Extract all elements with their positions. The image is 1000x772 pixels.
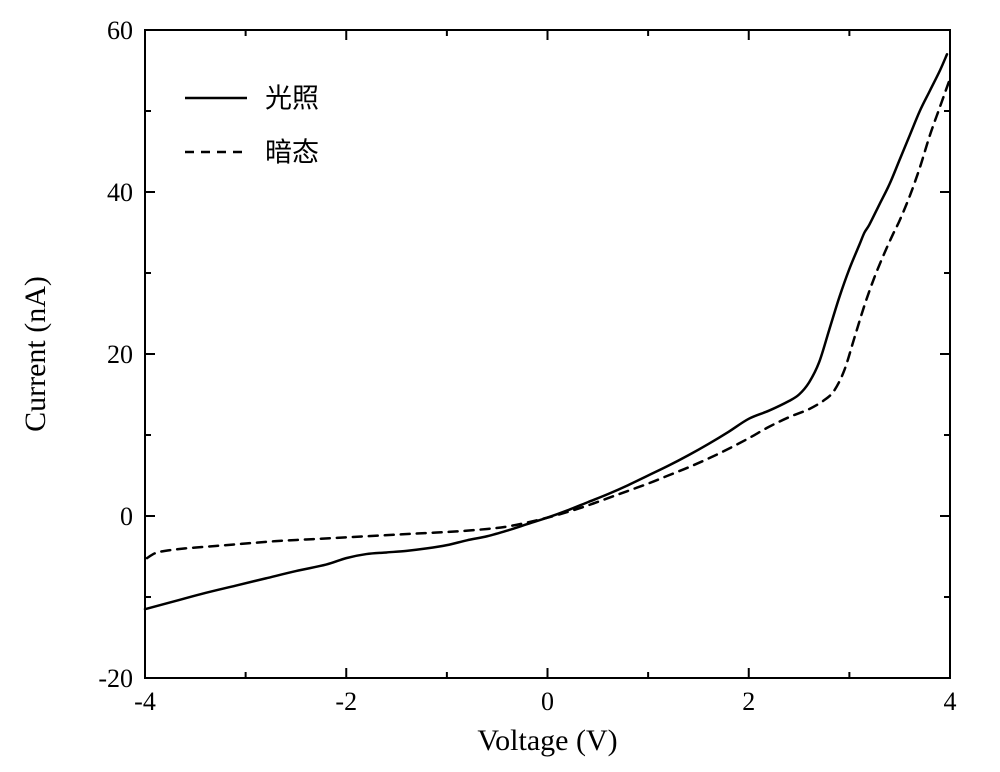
y-tick-label: -20: [98, 664, 133, 693]
legend-label-dark: 暗态: [265, 137, 319, 167]
chart-container: -4-2024-200204060Voltage (V)Current (nA)…: [0, 0, 1000, 772]
iv-curve-chart: -4-2024-200204060Voltage (V)Current (nA)…: [0, 0, 1000, 772]
x-tick-label: 0: [541, 687, 554, 716]
y-axis-label: Current (nA): [19, 276, 52, 432]
y-tick-label: 0: [120, 502, 133, 531]
x-tick-label: 4: [944, 687, 957, 716]
y-tick-label: 20: [107, 340, 133, 369]
x-tick-label: -4: [134, 687, 156, 716]
y-tick-label: 40: [107, 178, 133, 207]
x-tick-label: 2: [742, 687, 755, 716]
x-axis-label: Voltage (V): [477, 724, 617, 757]
y-tick-label: 60: [107, 16, 133, 45]
x-tick-label: -2: [335, 687, 357, 716]
legend-label-light: 光照: [265, 83, 319, 113]
